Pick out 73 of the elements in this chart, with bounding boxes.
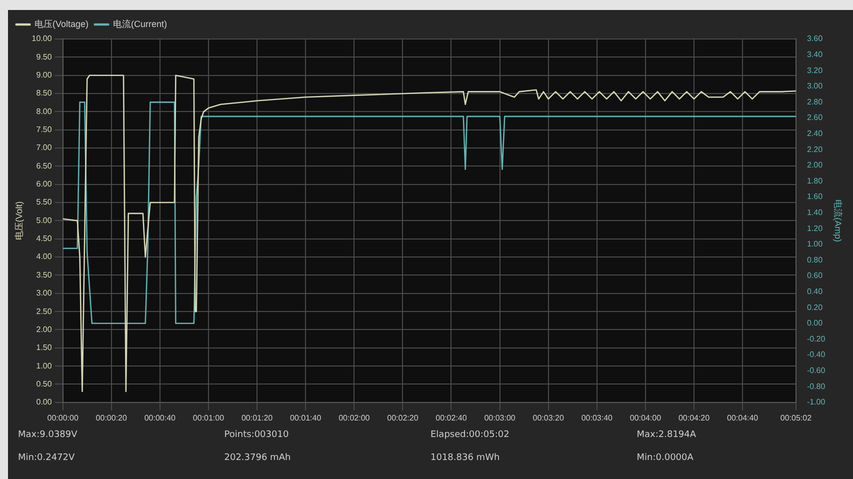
y-tick-label: 5.50 [36, 198, 52, 207]
y2-tick-label: 1.60 [806, 192, 824, 202]
y2-tick-label: 2.20 [806, 144, 824, 154]
y-tick-label: 1.50 [36, 343, 52, 352]
text: Max:9.0389V [18, 430, 78, 442]
y-tick-label: 0.50 [36, 379, 52, 388]
y2-tick-label: 3.00 [806, 82, 824, 91]
x-tick-label: 00:01:00 [192, 413, 225, 422]
legend-label: 电流(Current) [113, 18, 168, 29]
text: Elapsed:00:05:02 [430, 430, 510, 442]
y-tick-label: 3.00 [36, 288, 52, 298]
text: Min:0.0000A [636, 452, 694, 464]
x-tick-label: 00:03:00 [484, 413, 516, 422]
x-tick-label: 00:01:20 [241, 413, 274, 422]
x-tick-label: 00:02:00 [338, 413, 370, 422]
x-tick-label: 00:04:00 [630, 413, 662, 422]
y2-tick-label: 0.60 [806, 271, 824, 280]
y-tick-label: 4.00 [36, 252, 52, 262]
y2-tick-label: 3.20 [806, 66, 824, 75]
y2-tick-label: -0.40 [806, 350, 826, 360]
y2-tick-label: -0.20 [806, 334, 826, 344]
y2-axis-title: 电流(Amp) [833, 199, 844, 242]
y2-tick-label: 1.80 [806, 176, 824, 186]
y2-tick-label: 0.00 [806, 318, 824, 328]
text: 202.3796 mAh [224, 452, 292, 464]
x-tick-label: 00:02:20 [387, 413, 419, 422]
y-axis-title: 电压(Volt) [14, 201, 24, 240]
y2-tick-label: -1.00 [806, 398, 826, 407]
text: 1018.836 mWh [430, 452, 501, 464]
x-tick-label: 00:01:40 [290, 413, 322, 422]
y-tick-label: 3.50 [36, 270, 52, 280]
y-tick-label: 6.00 [36, 180, 52, 189]
y2-tick-label: -0.80 [806, 382, 826, 391]
y2-tick-label: 1.40 [806, 208, 824, 218]
text: Min:0.2472V [18, 452, 76, 464]
x-tick-label: 00:05:02 [780, 413, 812, 422]
legend-label: 电压(Voltage) [34, 18, 89, 29]
y2-tick-label: 2.00 [806, 160, 824, 170]
y2-tick-label: 1.20 [806, 224, 824, 233]
x-tick-label: 00:04:40 [726, 413, 759, 422]
x-tick-label: 00:00:00 [47, 413, 79, 422]
x-tick-label: 00:03:20 [532, 413, 564, 422]
y-tick-label: 5.00 [36, 216, 52, 225]
y2-tick-label: 3.60 [806, 34, 824, 44]
y-tick-label: 1.00 [36, 361, 52, 370]
y2-tick-label: 0.20 [806, 302, 824, 312]
y-tick-label: 9.00 [36, 70, 52, 80]
x-tick-label: 00:02:40 [436, 413, 468, 422]
y2-tick-label: -0.60 [806, 366, 826, 376]
y2-tick-label: 3.40 [806, 50, 824, 60]
y-tick-label: 0.00 [36, 398, 52, 407]
x-tick-label: 00:03:40 [581, 413, 614, 422]
y-tick-label: 4.50 [36, 234, 52, 244]
x-tick-label: 00:04:20 [678, 413, 710, 422]
y-tick-label: 2.50 [36, 306, 52, 316]
y-tick-label: 2.00 [36, 324, 52, 334]
y2-tick-label: 2.60 [806, 113, 824, 122]
y-tick-label: 7.00 [36, 143, 52, 152]
y-tick-label: 6.50 [36, 161, 52, 170]
y-tick-label: 8.00 [36, 106, 52, 116]
text: Max:2.8194A [636, 430, 698, 442]
y2-tick-label: 0.40 [806, 287, 824, 296]
x-tick-label: 00:00:40 [144, 413, 176, 422]
x-tick-label: 00:00:20 [96, 413, 128, 422]
y2-tick-label: 1.00 [806, 240, 824, 249]
y-tick-label: 8.50 [36, 88, 52, 98]
y-tick-label: 9.50 [36, 52, 52, 62]
y2-tick-label: 0.80 [806, 255, 824, 264]
y-tick-label: 10.00 [32, 34, 52, 44]
y2-tick-label: 2.80 [806, 97, 824, 106]
y2-tick-label: 2.40 [806, 129, 824, 138]
y-tick-label: 7.50 [36, 125, 52, 134]
text: Points:003010 [224, 430, 290, 442]
